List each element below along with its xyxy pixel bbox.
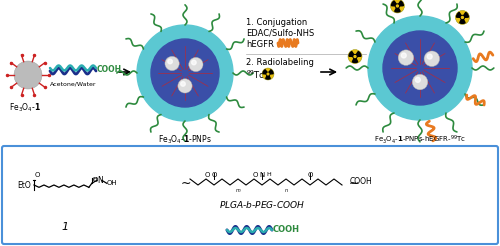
Circle shape [180,82,186,86]
Text: $\sim$: $\sim$ [346,175,360,188]
Text: OH: OH [107,180,118,186]
Polygon shape [266,76,270,79]
Text: Fe$_3$O$_4$-$\mathbf{1}$-PNPs-hEGFR-$^{99}$Tc: Fe$_3$O$_4$-$\mathbf{1}$-PNPs-hEGFR-$^{9… [374,133,466,145]
Text: Fe$_3$O$_4$-$\mathbf{1}$: Fe$_3$O$_4$-$\mathbf{1}$ [9,101,41,113]
Circle shape [427,54,432,59]
Circle shape [398,50,413,65]
Polygon shape [464,13,468,17]
Circle shape [178,79,192,93]
Circle shape [383,31,457,105]
Circle shape [192,60,196,65]
Circle shape [396,5,398,7]
Text: EDAC/Sulfo-NHS: EDAC/Sulfo-NHS [246,29,314,38]
Circle shape [165,56,179,71]
Text: H: H [266,172,271,177]
Text: N: N [260,172,264,178]
Text: O: O [93,177,98,183]
Polygon shape [398,1,404,6]
Text: 1. Conjugation: 1. Conjugation [246,18,307,27]
Polygon shape [349,52,354,56]
Polygon shape [394,8,400,12]
Text: PLGA-$b$-PEG-COOH: PLGA-$b$-PEG-COOH [219,199,305,210]
Circle shape [396,4,400,8]
Circle shape [416,77,420,82]
Polygon shape [263,70,267,74]
Circle shape [348,49,362,63]
Circle shape [151,39,219,107]
Text: COOH: COOH [350,178,373,186]
Text: O: O [212,172,216,178]
Circle shape [460,15,464,19]
Text: Fe$_3$O$_4$-$\mathbf{1}$-PNPs: Fe$_3$O$_4$-$\mathbf{1}$-PNPs [158,134,212,147]
Polygon shape [456,13,462,17]
Text: Acetone/Water: Acetone/Water [50,82,96,87]
Text: O: O [204,172,210,178]
Polygon shape [392,1,396,6]
Text: 1: 1 [62,222,68,232]
Text: COOH: COOH [97,64,122,74]
Circle shape [188,57,203,72]
Circle shape [137,25,233,121]
Circle shape [368,16,472,120]
Circle shape [354,56,356,58]
Text: 2. Radiolabeling: 2. Radiolabeling [246,58,314,67]
Text: COOH: COOH [273,226,300,234]
Circle shape [424,51,440,66]
Polygon shape [269,70,273,74]
Text: N: N [97,176,102,185]
Circle shape [412,74,428,90]
Circle shape [462,16,464,18]
Text: $_n$: $_n$ [284,188,288,195]
Text: H: H [93,177,98,182]
Polygon shape [460,19,465,23]
Polygon shape [352,58,358,62]
Text: EtO: EtO [17,181,31,189]
Text: O: O [308,172,312,178]
Polygon shape [356,52,361,56]
Text: $\sim$: $\sim$ [178,175,192,188]
Circle shape [14,61,42,89]
Text: hEGFR: hEGFR [246,40,274,49]
Circle shape [266,72,270,76]
Circle shape [267,73,269,75]
Circle shape [262,68,274,80]
Circle shape [353,55,357,59]
Text: O: O [35,172,40,178]
Circle shape [402,53,406,58]
Circle shape [390,0,404,13]
Text: $^{99}$Tc: $^{99}$Tc [246,69,265,81]
FancyBboxPatch shape [2,146,498,244]
Circle shape [456,10,469,24]
Text: $_m$: $_m$ [235,188,241,195]
Circle shape [168,59,172,64]
Text: O: O [252,172,258,178]
